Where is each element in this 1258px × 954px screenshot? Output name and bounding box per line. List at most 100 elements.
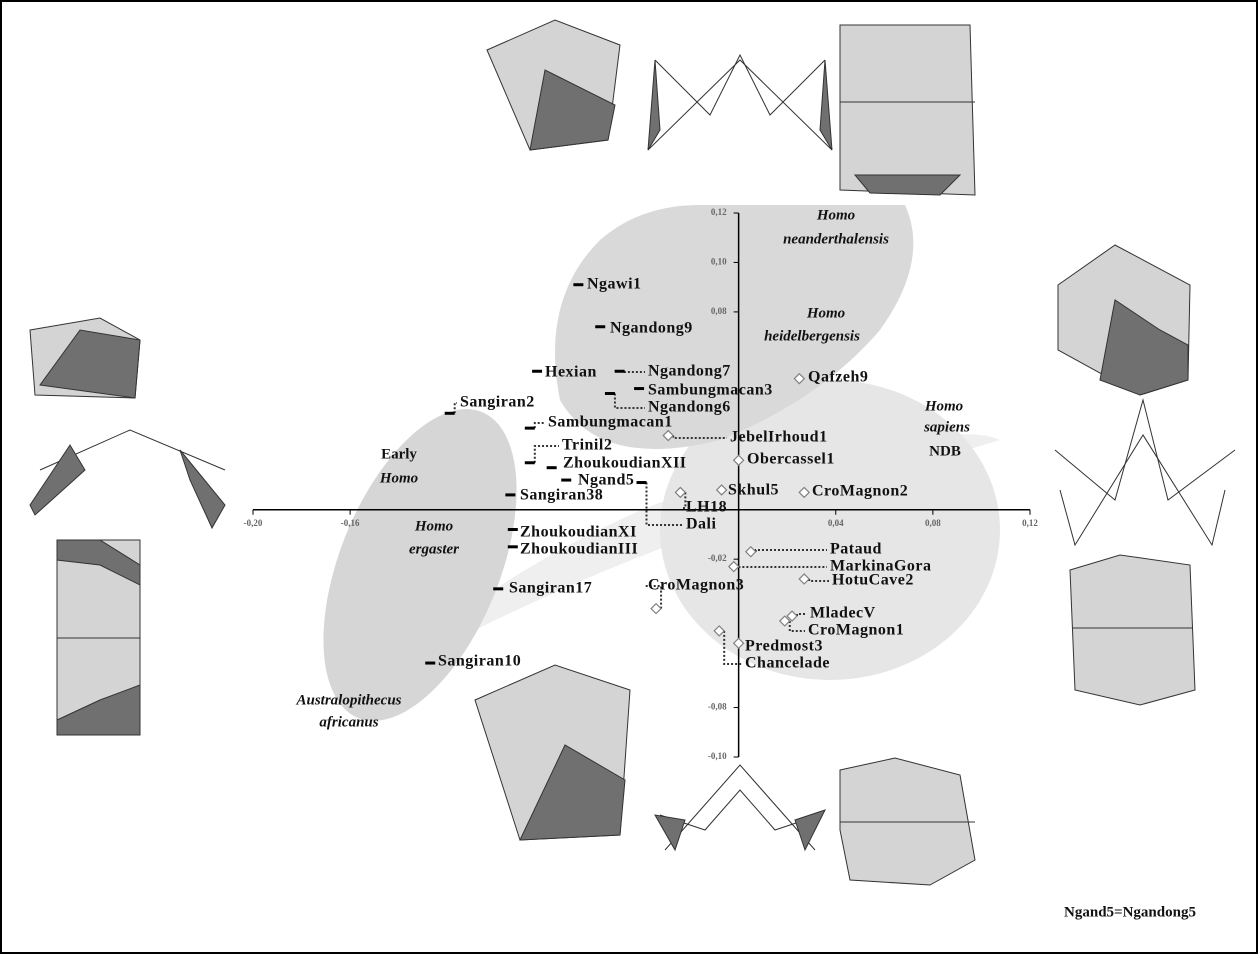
point [798,573,810,585]
point-label: MladecV [810,605,876,622]
x-tick-label: -0,16 [341,518,360,528]
group-label: africanus [319,714,378,730]
shape [56,539,141,586]
x-tick-label: 0,12 [1022,518,1038,528]
group-regions [323,205,1000,721]
wire [659,789,821,831]
point [727,560,740,573]
point [650,602,662,615]
shape [29,444,86,516]
y-tick-label: -0,10 [708,751,727,761]
point-label: CroMagnon3 [648,577,744,594]
point-label: Sangiran17 [509,580,592,597]
point [744,545,757,558]
point-label: Ngawi1 [587,276,642,293]
group-label: Homo [379,470,418,486]
leader [723,630,742,665]
point-label: Obercassel1 [747,451,835,468]
wire [664,764,816,851]
group-label: NDB [929,443,961,459]
point-label: Sangiran10 [438,653,521,670]
leader [623,371,645,373]
group-label: Homo [414,518,453,534]
group-label: neanderthalensis [783,231,889,247]
point-label: Sangiran2 [460,394,535,411]
group-label: Homo [816,207,855,223]
point-label: HotuCave2 [832,572,914,589]
group-label: ergaster [409,541,459,557]
shape [1069,554,1196,706]
point-label: Sambungmacan1 [548,414,673,431]
point [713,625,725,637]
group-label: Early [381,446,417,462]
point [778,615,791,627]
point-label: Predmost3 [745,638,823,655]
shape [529,69,616,151]
shape [1099,299,1189,396]
shape [647,59,661,151]
group-label: Homo [806,305,845,321]
point-label: Ngandong7 [648,363,731,380]
point [798,486,810,499]
shape [39,329,141,399]
sapiens-region [660,380,1000,680]
point-label: Qafzeh9 [808,369,868,386]
point-label: Ngandong9 [610,320,693,337]
point-label: Skhul5 [728,482,779,499]
point [662,429,675,442]
y-tick-label: -0,08 [708,702,727,712]
shape [794,809,826,852]
point-label: LH18 [686,499,727,516]
archaic-region [555,205,914,449]
shape [179,449,226,530]
point-label: Chancelade [745,655,830,672]
wire [1054,398,1236,501]
group-label: Homo [924,398,963,414]
leader [533,422,545,429]
note: Ngand5=Ngandong5 [1064,904,1196,920]
leader [788,621,805,632]
x-tick-label: 0,04 [828,518,844,528]
shape [654,814,686,852]
x-tick-label: 0,08 [925,518,941,528]
point-label: ZhoukoudianIII [520,541,638,558]
point-label: CroMagnon2 [812,483,908,500]
x-tick-label: -0,20 [244,518,263,528]
wire [654,53,826,116]
point [793,372,806,385]
point-label: Sambungmacan3 [648,382,773,399]
shape-drawings [29,19,1236,886]
group-label: heidelbergensis [764,328,860,344]
shape [56,684,141,736]
point-label: ZhoukoudianXI [520,524,637,541]
shape [819,59,833,151]
early-homo-region [323,409,517,721]
point-label: Sangiran38 [520,487,603,504]
point-label: Ngandong6 [648,399,731,416]
point-label: JebelIrhoud1 [730,429,828,446]
y-tick-label: 0,12 [711,207,727,217]
y-tick-label: -0,02 [708,553,727,563]
point [674,486,687,499]
shape [519,744,626,841]
y-tick-label: 0,08 [711,306,727,316]
leader [645,585,663,609]
point-label: Pataud [830,541,882,558]
point [732,637,745,650]
point [786,610,798,622]
shape [853,174,962,196]
point-label: MarkinaGora [830,558,932,575]
point-label: ZhoukoudianXII [563,455,687,472]
leader [672,435,727,439]
point-label: Ngand5 [578,472,634,489]
point-label: Dali [686,516,717,533]
point-label: Hexian [545,364,597,381]
point-label: CroMagnon1 [808,622,904,639]
point-label: Trinil2 [562,437,612,454]
leader [533,445,559,463]
y-tick-label: 0,10 [711,257,727,267]
wire [1059,434,1226,547]
leader [683,492,687,509]
